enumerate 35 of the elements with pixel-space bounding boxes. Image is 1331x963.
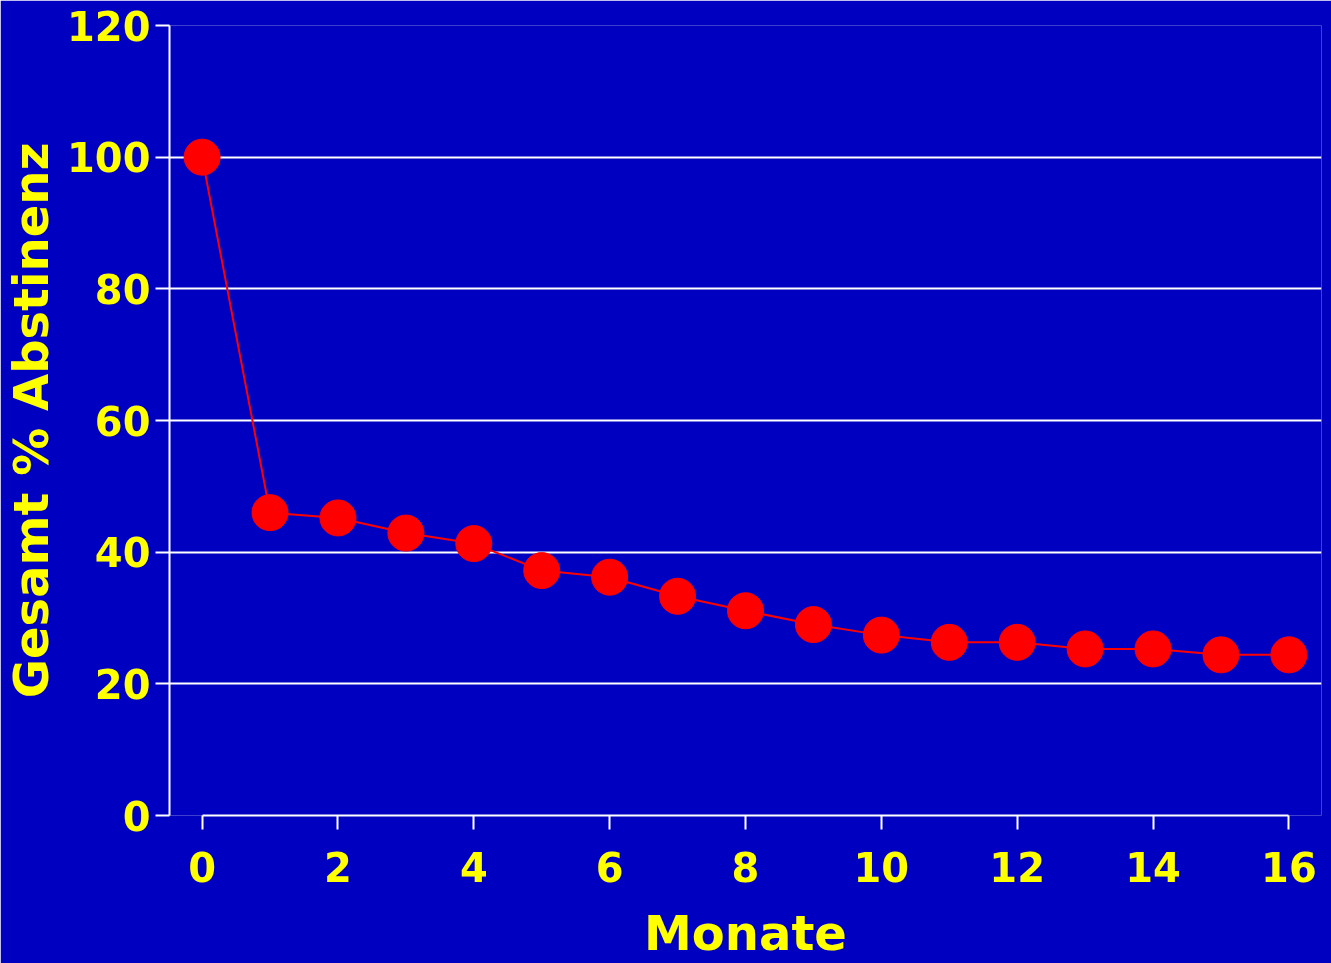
x-axis-title: Monate [644, 904, 847, 961]
x-tick-label: 0 [188, 844, 217, 891]
y-tick-label: 20 [94, 661, 151, 708]
point [659, 577, 697, 615]
x-tick-label: 4 [459, 844, 488, 891]
y-tick-label: 80 [94, 266, 151, 313]
y-tick-label: 60 [94, 398, 151, 445]
point [1202, 636, 1240, 674]
point [523, 552, 561, 590]
y-axis-title: Gesamt % Abstinenz [3, 142, 59, 699]
point [862, 616, 900, 654]
y-tick-label: 120 [67, 3, 151, 50]
point [794, 606, 832, 644]
y-tick-label: 0 [122, 793, 151, 840]
x-tick-label: 8 [731, 844, 760, 891]
point [455, 525, 493, 563]
x-tick-label: 2 [324, 844, 352, 891]
point [930, 623, 968, 661]
y-tick-label: 100 [67, 135, 151, 182]
point [1134, 630, 1172, 668]
x-tick-label: 10 [853, 844, 910, 891]
point [319, 499, 357, 537]
point [387, 514, 425, 552]
point [251, 494, 289, 532]
point [183, 138, 221, 176]
point [998, 623, 1036, 661]
y-tick-label: 40 [94, 530, 151, 577]
point [1066, 630, 1104, 668]
x-tick-label: 6 [595, 844, 624, 891]
point [1270, 636, 1308, 674]
x-tick-label: 12 [989, 844, 1046, 891]
point [727, 592, 764, 630]
x-tick-label: 16 [1261, 844, 1317, 891]
point [591, 558, 629, 596]
x-tick-label: 14 [1125, 844, 1181, 891]
